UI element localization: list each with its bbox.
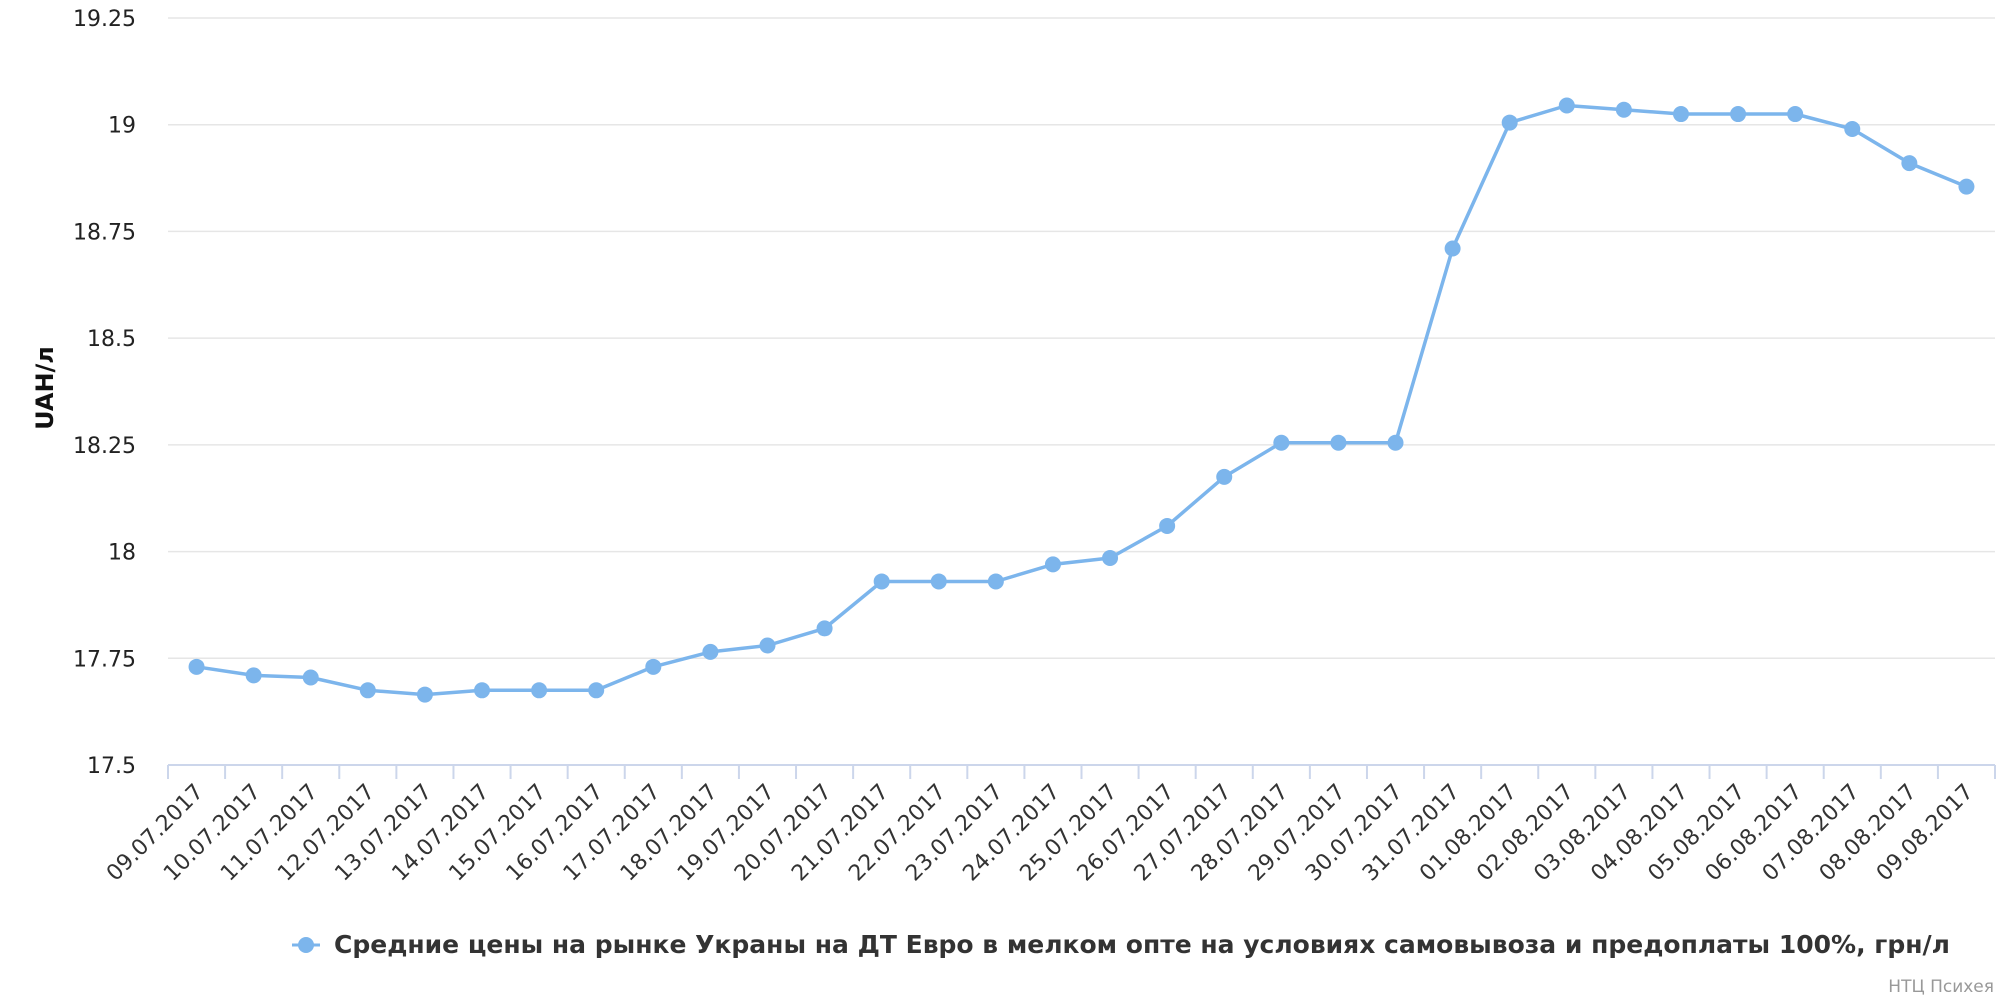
data-point[interactable] — [1558, 97, 1575, 114]
y-axis-title: UAH/л — [31, 346, 59, 430]
data-point[interactable] — [1159, 517, 1176, 534]
y-tick-label: 19 — [108, 114, 136, 139]
data-point[interactable] — [1216, 468, 1233, 485]
data-point[interactable] — [188, 658, 205, 675]
data-point[interactable] — [1958, 178, 1975, 195]
data-point[interactable] — [416, 686, 433, 703]
data-point[interactable] — [1901, 155, 1918, 172]
series-line — [196, 103, 1968, 697]
data-point[interactable] — [1102, 549, 1119, 566]
x-axis-ticks: 09.07.201710.07.201711.07.201712.07.2017… — [102, 780, 1979, 887]
y-tick-label: 17.5 — [87, 754, 136, 779]
data-point[interactable] — [987, 573, 1004, 590]
y-tick-label: 18.5 — [87, 327, 136, 352]
y-tick-label: 18.25 — [73, 434, 136, 459]
y-tick-label: 18.75 — [73, 220, 136, 245]
data-point[interactable] — [1501, 114, 1518, 131]
data-point[interactable] — [759, 637, 776, 654]
data-point[interactable] — [1273, 434, 1290, 451]
series-group — [188, 97, 1975, 703]
data-point[interactable] — [1044, 556, 1061, 573]
data-point[interactable] — [930, 573, 947, 590]
grid-lines — [168, 17, 1995, 660]
x-axis — [167, 764, 1996, 779]
data-point[interactable] — [873, 573, 890, 590]
y-axis-ticks: 17.5 17.75 18 18.25 18.5 18.75 19 19.25 — [73, 7, 136, 779]
y-tick-label: 19.25 — [73, 7, 136, 32]
data-point[interactable] — [245, 667, 262, 684]
data-point[interactable] — [1672, 106, 1689, 123]
data-point[interactable] — [816, 620, 833, 637]
chart-credit[interactable]: НТЦ Психея — [1888, 977, 1994, 997]
data-point[interactable] — [645, 658, 662, 675]
y-tick-label: 17.75 — [73, 647, 136, 672]
y-tick-label: 18 — [108, 541, 136, 566]
data-point[interactable] — [1844, 120, 1861, 137]
data-point[interactable] — [1787, 106, 1804, 123]
data-point[interactable] — [1330, 434, 1347, 451]
data-point[interactable] — [1615, 101, 1632, 118]
data-point[interactable] — [474, 682, 491, 699]
legend-label: Средние цены на рынке Украны на ДТ Евро … — [334, 930, 1950, 959]
data-point[interactable] — [702, 643, 719, 660]
legend[interactable]: Средние цены на рынке Украны на ДТ Евро … — [292, 930, 1950, 959]
data-point[interactable] — [1730, 106, 1747, 123]
data-point[interactable] — [359, 682, 376, 699]
data-point[interactable] — [302, 669, 319, 686]
data-point[interactable] — [1387, 434, 1404, 451]
data-point[interactable] — [588, 682, 605, 699]
data-point[interactable] — [531, 682, 548, 699]
legend-marker-dot — [298, 937, 314, 953]
data-point[interactable] — [1444, 240, 1461, 257]
